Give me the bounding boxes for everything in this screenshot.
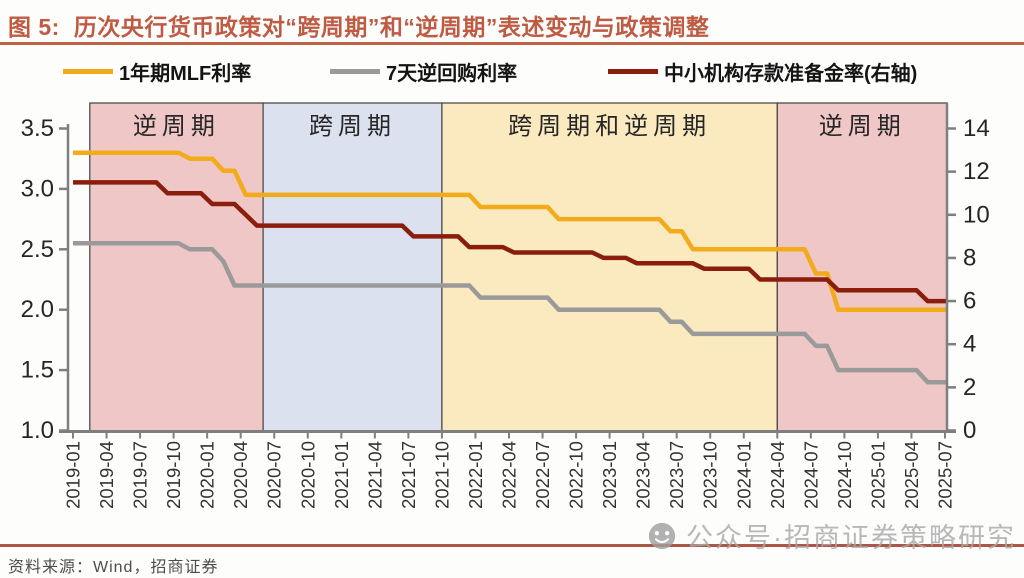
x-tick-label: 2022-07 <box>532 441 553 509</box>
source-note: 资料来源：Wind，招商证券 <box>8 559 219 576</box>
x-tick-label: 2024-07 <box>800 441 821 509</box>
figure-title: 图 5: 历次央行货币政策对“跨周期”和“逆周期”表述变动与政策调整 <box>8 8 1008 42</box>
title-underline <box>0 42 1024 45</box>
x-tick-label: 2021-10 <box>431 441 452 509</box>
footer-divider <box>0 544 1024 547</box>
y-left-tick-label: 3.5 <box>21 115 54 142</box>
x-tick-label: 2021-07 <box>398 441 419 509</box>
policy-band-1 <box>262 102 443 433</box>
x-tick-label: 2024-10 <box>834 441 855 509</box>
x-tick-label: 2020-10 <box>297 441 318 509</box>
y-right-tick-label: 8 <box>963 244 976 271</box>
policy-band-label-2: 跨周期和逆周期 <box>508 113 711 140</box>
x-tick-label: 2025-04 <box>901 441 922 509</box>
legend-item-mlf-1y: 1年期MLF利率 <box>63 56 251 86</box>
legend-label-rrr-small-medium: 中小机构存款准备金率(右轴) <box>664 62 918 85</box>
x-tick-label: 2022-01 <box>465 441 486 509</box>
chart-legend: 1年期MLF利率 7天逆回购利率 中小机构存款准备金率(右轴) <box>0 56 1024 86</box>
x-tick-label: 2023-10 <box>700 441 721 509</box>
y-right-tick-label: 4 <box>963 331 976 358</box>
legend-item-reverse-repo-7d: 7天逆回购利率 <box>330 56 517 86</box>
x-tick-label: 2023-07 <box>666 441 687 509</box>
legend-swatch-rrr-small-medium <box>608 68 658 74</box>
series-line-mlf-1y <box>73 150 948 312</box>
policy-band-label-3: 逆周期 <box>819 113 906 140</box>
y-left-tick-label: 1.0 <box>21 417 54 444</box>
legend-item-rrr-small-medium: 中小机构存款准备金率(右轴) <box>608 56 917 86</box>
y-right-tick-label: 14 <box>963 115 990 142</box>
x-tick-label: 2019-10 <box>163 441 184 509</box>
x-tick-label: 2019-07 <box>130 441 151 509</box>
y-left-tick-label: 1.5 <box>21 357 54 384</box>
watermark: 公众号·招商证券策略研究 <box>647 516 1016 555</box>
x-tick-label: 2023-04 <box>633 441 654 509</box>
x-tick-label: 2022-04 <box>499 441 520 509</box>
wechat-public-account-icon <box>648 522 676 549</box>
x-tick-label: 2025-07 <box>935 441 956 509</box>
y-left-tick-label: 3.0 <box>21 175 54 202</box>
legend-label-reverse-repo-7d: 7天逆回购利率 <box>386 62 518 85</box>
x-tick-label: 2024-01 <box>733 441 754 509</box>
x-tick-label: 2019-04 <box>96 441 117 509</box>
policy-band-label-1: 跨周期 <box>309 113 396 140</box>
y-right-tick-label: 6 <box>963 288 976 315</box>
y-right-tick-label: 12 <box>963 158 990 185</box>
y-right-tick-label: 2 <box>963 374 976 401</box>
series-line-reverse-repo-7d <box>73 241 948 385</box>
figure-title-text: 历次央行货币政策对“跨周期”和“逆周期”表述变动与政策调整 <box>73 14 710 40</box>
series-line-rrr-small-medium <box>73 180 948 304</box>
x-tick-label: 2021-01 <box>331 441 352 509</box>
watermark-text: 公众号·招商证券策略研究 <box>686 523 1016 553</box>
legend-label-mlf-1y: 1年期MLF利率 <box>119 62 252 85</box>
policy-band-label-0: 逆周期 <box>133 113 220 140</box>
y-left-tick-label: 2.0 <box>21 296 54 323</box>
legend-swatch-reverse-repo-7d <box>330 68 380 74</box>
x-tick-label: 2021-04 <box>364 441 385 509</box>
y-right-tick-label: 10 <box>963 201 990 228</box>
x-tick-label: 2019-01 <box>63 441 84 509</box>
x-tick-label: 2024-04 <box>767 441 788 509</box>
x-tick-label: 2020-07 <box>264 441 285 509</box>
legend-swatch-mlf-1y <box>63 68 113 74</box>
policy-band-0 <box>89 102 264 433</box>
policy-band-3 <box>776 102 948 433</box>
y-right-tick-label: 0 <box>963 417 976 444</box>
x-tick-label: 2022-10 <box>566 441 587 509</box>
x-tick-label: 2020-01 <box>197 441 218 509</box>
figure-number: 图 5: <box>8 14 60 40</box>
x-tick-label: 2023-01 <box>599 441 620 509</box>
x-tick-label: 2025-01 <box>867 441 888 509</box>
x-tick-label: 2020-04 <box>230 441 251 509</box>
y-left-tick-label: 2.5 <box>21 236 54 263</box>
